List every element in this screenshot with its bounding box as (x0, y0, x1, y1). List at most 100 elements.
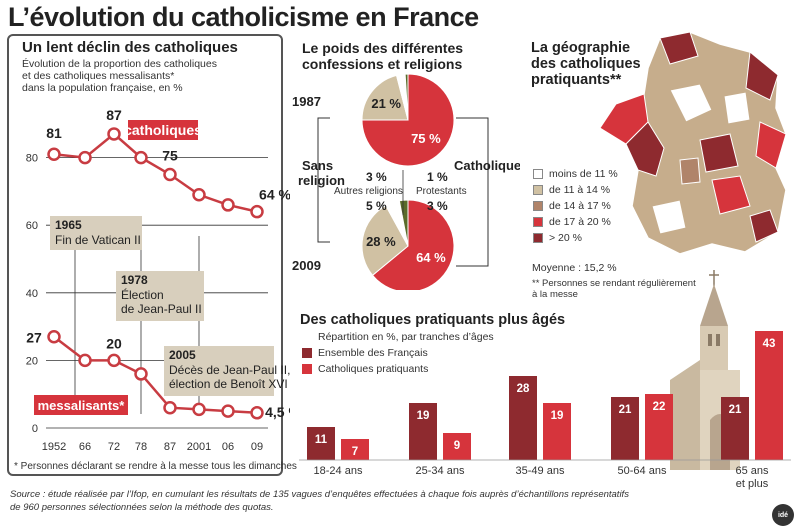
bar-value-label: 11 (315, 434, 328, 446)
x-tick-label: 2001 (187, 441, 211, 453)
annotation-box (50, 216, 142, 250)
map-title-line: pratiquants** (531, 72, 622, 88)
map-legend-item: moins de 11 % (533, 166, 618, 182)
x-tick-label: 66 (79, 441, 91, 453)
point-value-label: 64 % (259, 187, 290, 203)
bar-value-label: 43 (763, 338, 776, 350)
map-average: Moyenne : 15,2 % (532, 262, 617, 274)
map-footnote: ** Personnes se rendant régulièrement à … (532, 278, 696, 300)
annotation-text: Fin de Vatican II (55, 233, 141, 247)
category-label: 25-34 ans (416, 465, 465, 477)
pie-value-label: 75 % (411, 131, 441, 146)
map-title-line: des catholiques (531, 56, 641, 72)
bar (543, 403, 571, 460)
bar (755, 331, 783, 460)
bar-legend-label: Ensemble des Français (318, 347, 428, 359)
pie-value-label: 5 % (366, 199, 387, 213)
legend-swatch (533, 169, 543, 179)
y-tick-label: 40 (26, 288, 38, 300)
map-legend-label: de 11 à 14 % (549, 184, 611, 196)
y-tick-label: 0 (32, 423, 38, 435)
bar-legend: Ensemble des Français Catholiques pratiq… (302, 345, 428, 377)
category-label: 50-64 ans (618, 465, 667, 477)
bar-legend-label: Catholiques pratiquants (318, 363, 429, 375)
x-tick-label: 1952 (42, 441, 66, 453)
bar-chart-title: Des catholiques pratiquants plus âgés (300, 312, 566, 328)
annotation-box (116, 271, 204, 321)
source-line: de 960 personnes sélectionnées selon la … (10, 502, 274, 513)
bar-chart: 11 7 18-24 ans 19 9 25-34 ans 28 19 35-49 ans 21 2… (299, 331, 791, 490)
bar-value-label: 28 (517, 383, 530, 395)
legend-swatch (533, 185, 543, 195)
map-legend-item: de 11 à 14 % (533, 182, 618, 198)
pie-slice (404, 73, 409, 121)
data-point (192, 188, 206, 202)
point-value-label: 4,5 % (265, 404, 290, 420)
data-point (107, 127, 121, 141)
data-point (221, 404, 235, 418)
map-legend-item: de 14 à 17 % (533, 198, 618, 214)
bar-value-label: 19 (551, 410, 564, 422)
map-legend-item: > 20 % (533, 230, 618, 246)
line-chart-panel (7, 34, 283, 476)
data-point (221, 198, 235, 212)
bar-legend-item: Catholiques pratiquants (302, 361, 428, 377)
bar-value-label: 21 (619, 404, 632, 416)
y-tick-label: 20 (26, 355, 38, 367)
y-tick-label: 60 (26, 220, 38, 232)
y-tick-label: 80 (26, 153, 38, 165)
legend-swatch (533, 233, 543, 243)
data-point (192, 402, 206, 417)
bracket-left (317, 117, 330, 243)
data-point (78, 353, 92, 368)
line-chart-title: Un lent déclin des catholiques (22, 39, 238, 56)
line-chart-subtitle: Évolution de la proportion des catholiqu… (22, 58, 217, 94)
bar-value-label: 19 (417, 410, 430, 422)
pie-charts: 75 % 21 % 1987 64 % 28 % 2009 3 % 1 % 5 % 3 % Autr… (292, 73, 520, 290)
bar (443, 433, 471, 460)
series-label-catholiques: catholiques (124, 122, 202, 138)
legend-swatch (302, 364, 312, 374)
sans-religion-label: religion (298, 173, 345, 188)
pie-value-label: 21 % (371, 96, 401, 111)
sans-religion-label: Sans (302, 158, 333, 173)
data-point (163, 400, 177, 415)
data-point (250, 406, 264, 420)
bar (341, 439, 369, 460)
pie-title-line: Le poids des différentes (302, 40, 464, 56)
point-value-label: 20 (106, 335, 122, 351)
bar-chart-subtitle: Répartition en %, par tranches d’âges (318, 331, 494, 343)
pie-slice (398, 199, 409, 247)
bar-legend-item: Ensemble des Français (302, 345, 428, 361)
series-label-box (34, 395, 128, 415)
bar-value-label: 21 (729, 404, 742, 416)
bracket-right (456, 117, 489, 267)
bar (721, 397, 749, 460)
france-map (600, 31, 787, 255)
pie-value-label: 28 % (366, 234, 396, 249)
line-chart-footnote: * Personnes déclarant se rendre à la mes… (14, 461, 297, 472)
annotation-text: Décès de Jean-Paul II, (169, 363, 290, 377)
pie-title: Le poids des différentes confessions et … (302, 40, 463, 72)
point-value-label: 75 (162, 148, 178, 164)
pie-value-label: 1 % (427, 170, 448, 184)
x-tick-label: 87 (164, 441, 176, 453)
pie-year: 1987 (292, 94, 321, 109)
category-label: 35-49 ans (516, 465, 565, 477)
pie-value-label: 3 % (366, 170, 387, 184)
bar (307, 427, 335, 460)
x-tick-label: 09 (251, 441, 263, 453)
annotation-box (164, 346, 274, 396)
pie-value-label: 64 % (416, 250, 446, 265)
protestants-label: Protestants (416, 186, 467, 197)
annotation-text: de Jean-Paul II (121, 302, 202, 316)
bar-value-label: 9 (454, 440, 460, 452)
data-point (107, 353, 121, 368)
other-religions-label: Autres religions (334, 186, 403, 197)
map-legend-label: moins de 11 % (549, 168, 618, 180)
map-footnote-line: ** Personnes se rendant régulièrement (532, 278, 696, 289)
annotation-text: Élection (121, 287, 164, 302)
annotation-year: 2005 (169, 348, 196, 362)
series-label-messalisants: messalisants* (38, 398, 126, 413)
